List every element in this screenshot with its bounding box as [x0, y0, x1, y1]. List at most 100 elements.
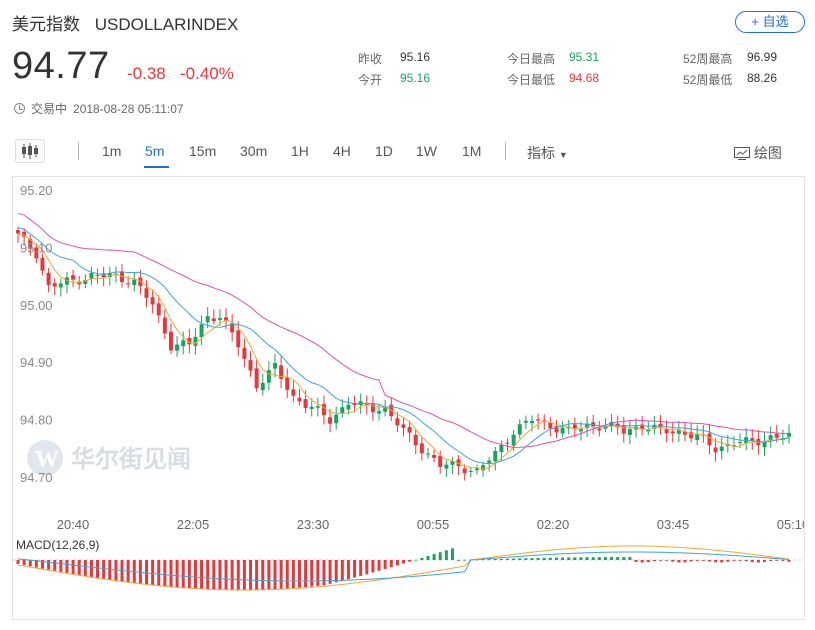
period-15m[interactable]: 15m — [189, 143, 217, 159]
macd-histogram-bar — [242, 560, 246, 590]
macd-histogram-bar — [59, 560, 63, 572]
y-tick-label: 94.70 — [20, 470, 53, 485]
candle-body — [395, 418, 400, 426]
macd-histogram-bar — [267, 560, 271, 590]
candle-body — [517, 424, 522, 435]
candle-body — [285, 377, 290, 390]
candle-body — [217, 318, 222, 321]
week52-high-label: 52周最高 — [683, 52, 733, 66]
candle-body — [16, 230, 20, 234]
macd-histogram-bar — [145, 560, 148, 585]
period-1m[interactable]: 1m — [102, 143, 122, 159]
macd-histogram-bar — [573, 557, 577, 560]
open: 今开 95.16 — [358, 71, 430, 88]
macd-histogram-bar — [40, 560, 44, 569]
candle-body — [144, 288, 149, 298]
candle-body — [346, 404, 351, 410]
candle-body — [474, 468, 479, 471]
y-tick-label: 95.20 — [20, 183, 53, 198]
macd-histogram-bar — [695, 560, 699, 561]
macd-histogram-bar — [720, 560, 724, 563]
chart-draw-icon — [734, 147, 750, 160]
macd-histogram-bar — [585, 557, 589, 560]
macd-histogram-bar — [291, 560, 295, 589]
active-period-underline — [144, 166, 169, 168]
change-value: -0.38 — [127, 64, 166, 83]
x-tick-label: 02:20 — [537, 517, 570, 532]
candle-body — [101, 273, 106, 278]
day-high-label: 今日最高 — [507, 52, 556, 66]
macd-histogram-bar — [169, 560, 173, 588]
draw-label: 绘图 — [753, 145, 782, 161]
candle-body — [664, 429, 669, 434]
macd-histogram-bar — [659, 560, 662, 561]
candle-body — [230, 323, 235, 333]
candle-body — [181, 340, 186, 347]
macd-histogram-bar — [756, 560, 760, 563]
draw-button[interactable]: 绘图 — [734, 143, 782, 163]
macd-histogram-bar — [591, 557, 595, 560]
period-1mo[interactable]: 1M — [462, 143, 482, 159]
candle-body — [95, 274, 100, 276]
candle-body — [731, 445, 736, 447]
candle-body — [58, 283, 63, 288]
candle-body — [46, 272, 51, 286]
macd-histogram-bar — [371, 560, 375, 573]
prev-close-label: 昨收 — [358, 52, 383, 66]
candle-body — [523, 420, 528, 423]
macd-histogram-bar — [212, 560, 216, 590]
candle-body — [126, 283, 131, 285]
macd-histogram-bar — [108, 560, 112, 580]
period-5m[interactable]: 5m — [145, 143, 165, 159]
macd-histogram-bar — [383, 560, 387, 569]
chart-area[interactable]: W 华尔街见闻 95.20 95.10 95.00 94.90 94.80 94.70 2… — [12, 176, 805, 620]
add-watchlist-button[interactable]: + 自选 — [735, 11, 805, 33]
period-4h[interactable]: 4H — [333, 143, 351, 159]
macd-histogram-bar — [96, 560, 100, 578]
macd-histogram-bar — [542, 557, 546, 560]
period-1d[interactable]: 1D — [375, 143, 393, 159]
quote-header: 美元指数 USDOLLARINDEX + 自选 94.77 -0.38 -0.4… — [0, 0, 815, 130]
indicators-dropdown[interactable]: 指标 ▼ — [527, 143, 568, 163]
candle-body — [481, 465, 486, 471]
macd-histogram-bar — [420, 557, 424, 560]
macd-histogram-bar — [640, 560, 644, 563]
candlestick-type-button[interactable] — [15, 139, 45, 163]
macd-histogram-bar — [389, 560, 393, 568]
macd-histogram-bar — [83, 560, 87, 577]
candle-body — [682, 431, 687, 435]
macd-histogram-bar — [444, 550, 448, 560]
title-row: 美元指数 USDOLLARINDEX — [12, 10, 248, 35]
macd-histogram-bar — [402, 560, 405, 564]
macd-histogram-bar — [353, 560, 357, 578]
period-30m[interactable]: 30m — [240, 143, 268, 159]
macd-histogram-bar — [249, 560, 253, 590]
price-chart-svg[interactable]: W 华尔街见闻 95.20 95.10 95.00 94.90 94.80 94.70 2… — [13, 177, 804, 619]
macd-dea-line — [17, 551, 790, 582]
macd-histogram-bar — [787, 560, 791, 562]
candle-body — [511, 434, 516, 446]
macd-histogram-bar — [683, 560, 687, 563]
week52-low-value: 88.26 — [747, 71, 778, 85]
macd-histogram-bar — [47, 560, 51, 570]
candle-body — [22, 231, 27, 237]
period-1h[interactable]: 1H — [291, 143, 309, 159]
toolbar-divider — [78, 142, 79, 160]
macd-histogram-bar — [707, 560, 711, 562]
candle-body — [199, 324, 204, 338]
period-1w[interactable]: 1W — [416, 143, 437, 159]
candle-body — [334, 414, 339, 424]
instrument-symbol: USDOLLARINDEX — [94, 15, 239, 34]
prev-close: 昨收 95.16 — [358, 50, 430, 67]
candle-body — [303, 399, 308, 408]
macd-histogram-bar — [22, 560, 26, 566]
candle-body — [774, 433, 779, 438]
candle-body — [150, 297, 155, 305]
macd-histogram-bar — [408, 560, 412, 562]
macd-dif-line — [17, 545, 790, 591]
candle-body — [291, 389, 296, 396]
candle-body — [211, 318, 216, 322]
macd-histogram-bar — [677, 560, 681, 563]
macd-histogram-bar — [775, 560, 779, 561]
macd-histogram-bar — [652, 560, 656, 562]
